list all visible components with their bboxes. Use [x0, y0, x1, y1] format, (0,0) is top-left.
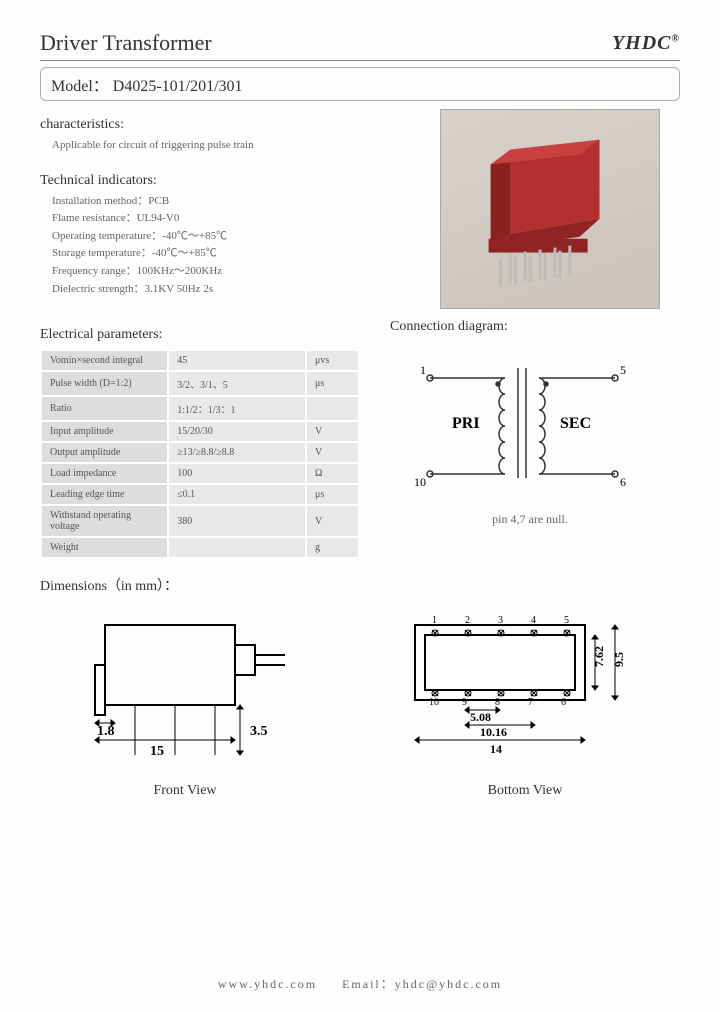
- dim-10-16: 10.16: [480, 725, 507, 739]
- front-view: 1.8 15 3.5 Front View: [55, 605, 315, 799]
- param-unit: V: [306, 442, 359, 463]
- param-value: 380: [168, 505, 306, 537]
- model-value: D4025-101/201/301: [113, 78, 243, 95]
- table-row: Output amplitude≥13/≥8.8/≥8.8V: [41, 442, 359, 463]
- dim-3-5: 3.5: [250, 724, 268, 739]
- logo: YHDC®: [612, 32, 680, 55]
- mid-section: Electrical parameters: Vomin×second inte…: [40, 319, 680, 559]
- table-row: Input amplitude15/20/30V: [41, 421, 359, 442]
- tech-item: Operating temperature：-40℃～+85℃: [52, 228, 400, 246]
- dimensions-section: Dimensions（in mm）：: [40, 575, 680, 799]
- pin5-label: 5: [620, 363, 626, 377]
- table-row: Weight g: [41, 537, 359, 558]
- sec-label: SEC: [560, 415, 591, 432]
- bottom-view: 11029384756: [385, 605, 665, 799]
- footer: www.yhdc.com Email：yhdc@yhdc.com: [0, 975, 720, 992]
- characteristics-text: Applicable for circuit of triggering pul…: [52, 137, 400, 155]
- technical-heading: Technical indicators:: [40, 173, 400, 189]
- param-unit: g: [306, 537, 359, 558]
- connection-heading: Connection diagram:: [390, 319, 670, 335]
- param-name: Leading edge time: [41, 484, 168, 505]
- tech-item: Installation method：PCB: [52, 193, 400, 211]
- param-value: ≤0.1: [168, 484, 306, 505]
- table-row: Load impedance100Ω: [41, 463, 359, 484]
- param-value: ≥13/≥8.8/≥8.8: [168, 442, 306, 463]
- dim-14: 14: [490, 742, 502, 756]
- connection-block: Connection diagram: 1: [390, 319, 670, 559]
- dimensions-heading: Dimensions（in mm）：: [40, 575, 680, 595]
- characteristics-heading: characteristics:: [40, 117, 400, 133]
- table-row: Pulse width (D=1:2)3/2、3/1、5μs: [41, 371, 359, 396]
- dim-1-8: 1.8: [97, 724, 115, 739]
- footer-email-label: Email：: [342, 977, 395, 991]
- svg-text:7: 7: [528, 697, 533, 708]
- dim-7-62: 7.62: [592, 646, 606, 667]
- param-unit: V: [306, 505, 359, 537]
- header: Driver Transformer YHDC®: [40, 30, 680, 61]
- table-row: Leading edge time≤0.1μs: [41, 484, 359, 505]
- param-value: 3/2、3/1、5: [168, 371, 306, 396]
- tech-item: Flame resistance：UL94-V0: [52, 210, 400, 228]
- param-name: Withstand operating voltage: [41, 505, 168, 537]
- param-name: Weight: [41, 537, 168, 558]
- page-title: Driver Transformer: [40, 30, 212, 56]
- svg-text:6: 6: [561, 697, 566, 708]
- param-value: 45: [168, 350, 306, 371]
- param-unit: [306, 396, 359, 421]
- params-table: Vomin×second integral45μvsPulse width (D…: [40, 349, 360, 559]
- param-unit: μs: [306, 371, 359, 396]
- dim-5-08: 5.08: [470, 710, 491, 724]
- param-name: Ratio: [41, 396, 168, 421]
- svg-text:4: 4: [531, 615, 536, 626]
- tech-item: Storage temperature：-40℃～+85℃: [52, 245, 400, 263]
- param-value: 15/20/30: [168, 421, 306, 442]
- param-unit: V: [306, 421, 359, 442]
- right-column: [420, 109, 680, 309]
- svg-text:2: 2: [465, 615, 470, 626]
- tech-item: Dielectric strength：3.1KV 50Hz 2s: [52, 281, 400, 299]
- product-image: [440, 109, 660, 309]
- model-label: Model：: [51, 78, 109, 95]
- param-name: Output amplitude: [41, 442, 168, 463]
- param-name: Input amplitude: [41, 421, 168, 442]
- pin10-label: 10: [414, 475, 426, 489]
- param-name: Vomin×second integral: [41, 350, 168, 371]
- connection-note: pin 4,7 are null.: [390, 512, 670, 527]
- pin6-label: 6: [620, 475, 626, 489]
- electrical-heading: Electrical parameters:: [40, 327, 360, 343]
- technical-list: Installation method：PCB Flame resistance…: [52, 193, 400, 299]
- param-unit: μs: [306, 484, 359, 505]
- electrical-block: Electrical parameters: Vomin×second inte…: [40, 319, 360, 559]
- pri-label: PRI: [452, 415, 480, 432]
- table-row: Ratio1:1/2：1/3：1: [41, 396, 359, 421]
- logo-text: YHDC: [612, 32, 672, 54]
- front-view-label: Front View: [55, 783, 315, 799]
- dim-9-5: 9.5: [612, 652, 626, 667]
- logo-mark: ®: [672, 33, 680, 44]
- param-value: [168, 537, 306, 558]
- svg-text:10: 10: [429, 697, 439, 708]
- table-row: Vomin×second integral45μvs: [41, 350, 359, 371]
- param-value: 100: [168, 463, 306, 484]
- bottom-view-label: Bottom View: [385, 783, 665, 799]
- footer-web: www.yhdc.com: [218, 977, 317, 991]
- dim-15: 15: [150, 744, 164, 759]
- svg-text:9: 9: [462, 697, 467, 708]
- param-unit: Ω: [306, 463, 359, 484]
- svg-text:3: 3: [498, 615, 503, 626]
- param-name: Load impedance: [41, 463, 168, 484]
- pin1-label: 1: [420, 363, 426, 377]
- svg-text:5: 5: [564, 615, 569, 626]
- svg-text:1: 1: [432, 615, 437, 626]
- top-section: characteristics: Applicable for circuit …: [40, 109, 680, 309]
- param-name: Pulse width (D=1:2): [41, 371, 168, 396]
- connection-diagram: 1 5 10 6 PRI SEC: [390, 343, 650, 503]
- model-row: Model： D4025-101/201/301: [40, 67, 680, 101]
- param-unit: μvs: [306, 350, 359, 371]
- table-row: Withstand operating voltage380V: [41, 505, 359, 537]
- tech-item: Frequency range：100KHz～200KHz: [52, 263, 400, 281]
- left-column: characteristics: Applicable for circuit …: [40, 109, 400, 309]
- param-value: 1:1/2：1/3：1: [168, 396, 306, 421]
- footer-email: yhdc@yhdc.com: [395, 977, 502, 991]
